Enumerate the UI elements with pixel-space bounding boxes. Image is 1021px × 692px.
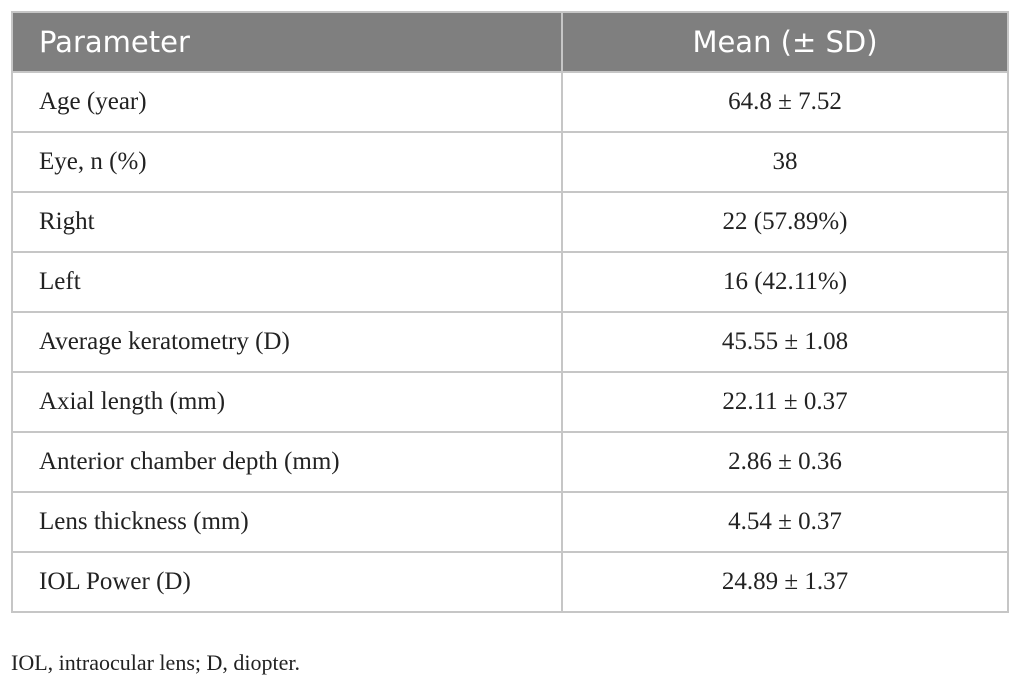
table-header: Parameter Mean (± SD) [11,11,1009,73]
value-cell: 2.86 ± 0.36 [561,431,1009,493]
table-row: Anterior chamber depth (mm) 2.86 ± 0.36 [11,431,1009,493]
data-table: Parameter Mean (± SD) Age (year) 64.8 ± 7… [11,11,1009,613]
value-cell: 22 (57.89%) [561,191,1009,253]
table-body: Age (year) 64.8 ± 7.52 Eye, n (%) 38 Right 22… [11,71,1009,613]
header-cell: Parameter [11,11,563,73]
parameter-cell: Left [11,251,563,313]
parameter-cell: Right [11,191,563,253]
parameter-cell: Anterior chamber depth (mm) [11,431,563,493]
table-row: Average keratometry (D) 45.55 ± 1.08 [11,311,1009,373]
value-cell: 4.54 ± 0.37 [561,491,1009,553]
table-row: IOL Power (D) 24.89 ± 1.37 [11,551,1009,613]
table-row: Lens thickness (mm) 4.54 ± 0.37 [11,491,1009,553]
value-cell: 38 [561,131,1009,193]
value-cell: 64.8 ± 7.52 [561,71,1009,133]
parameter-cell: Axial length (mm) [11,371,563,433]
header-cell: Mean (± SD) [561,11,1009,73]
footnote: IOL, intraocular lens; D, diopter. [11,650,300,675]
table-row: Age (year) 64.8 ± 7.52 [11,71,1009,133]
value-cell: 24.89 ± 1.37 [561,551,1009,613]
parameter-cell: Average keratometry (D) [11,311,563,373]
parameter-cell: Lens thickness (mm) [11,491,563,553]
table-row: Left 16 (42.11%) [11,251,1009,313]
parameter-cell: Eye, n (%) [11,131,563,193]
value-cell: 16 (42.11%) [561,251,1009,313]
value-cell: 45.55 ± 1.08 [561,311,1009,373]
table-row: Eye, n (%) 38 [11,131,1009,193]
value-cell: 22.11 ± 0.37 [561,371,1009,433]
table-row: Axial length (mm) 22.11 ± 0.37 [11,371,1009,433]
header-row: Parameter Mean (± SD) [11,11,1009,73]
parameter-cell: Age (year) [11,71,563,133]
table-row: Right 22 (57.89%) [11,191,1009,253]
parameter-cell: IOL Power (D) [11,551,563,613]
